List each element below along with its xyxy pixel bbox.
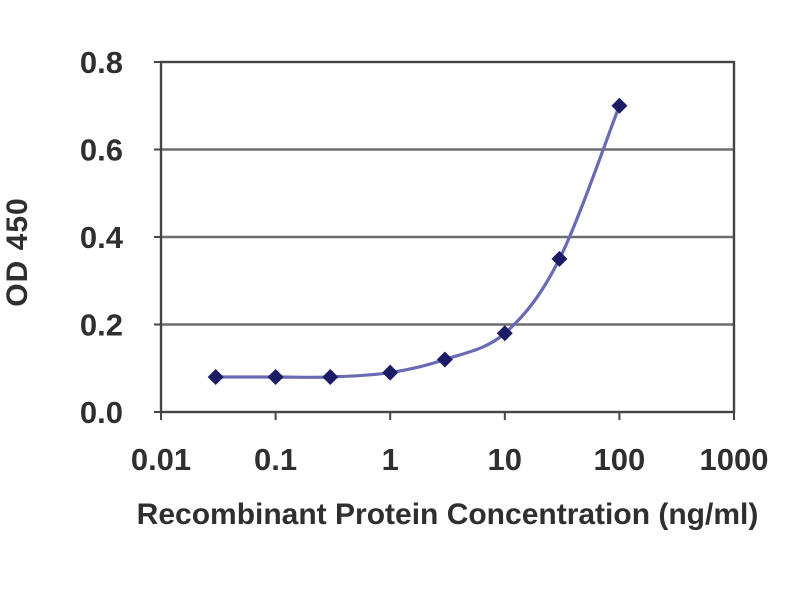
data-point-marker	[551, 250, 568, 267]
data-point-marker	[207, 369, 224, 385]
data-point-marker	[496, 325, 513, 342]
data-point-marker	[611, 97, 628, 114]
y-tick-label: 0.2	[80, 308, 123, 343]
y-tick-label: 0.8	[80, 45, 123, 80]
x-axis-title: Recombinant Protein Concentration (ng/ml…	[136, 498, 759, 531]
data-point-marker	[322, 369, 339, 385]
data-point-marker	[436, 351, 453, 368]
x-tick-label: 100	[594, 442, 646, 477]
x-tick-label: 0.01	[131, 442, 191, 477]
x-tick-label: 1	[382, 442, 399, 477]
x-tick-label: 10	[488, 442, 522, 477]
data-point-marker	[267, 369, 284, 385]
series-line	[215, 105, 621, 379]
x-tick-label: 1000	[700, 442, 769, 477]
y-tick-label: 0.0	[80, 395, 123, 430]
y-tick-label: 0.4	[80, 220, 124, 255]
x-tick-label: 0.1	[254, 442, 297, 477]
y-tick-label: 0.6	[80, 133, 123, 168]
y-axis-title: OD 450	[1, 197, 34, 307]
data-point-marker	[382, 364, 399, 381]
